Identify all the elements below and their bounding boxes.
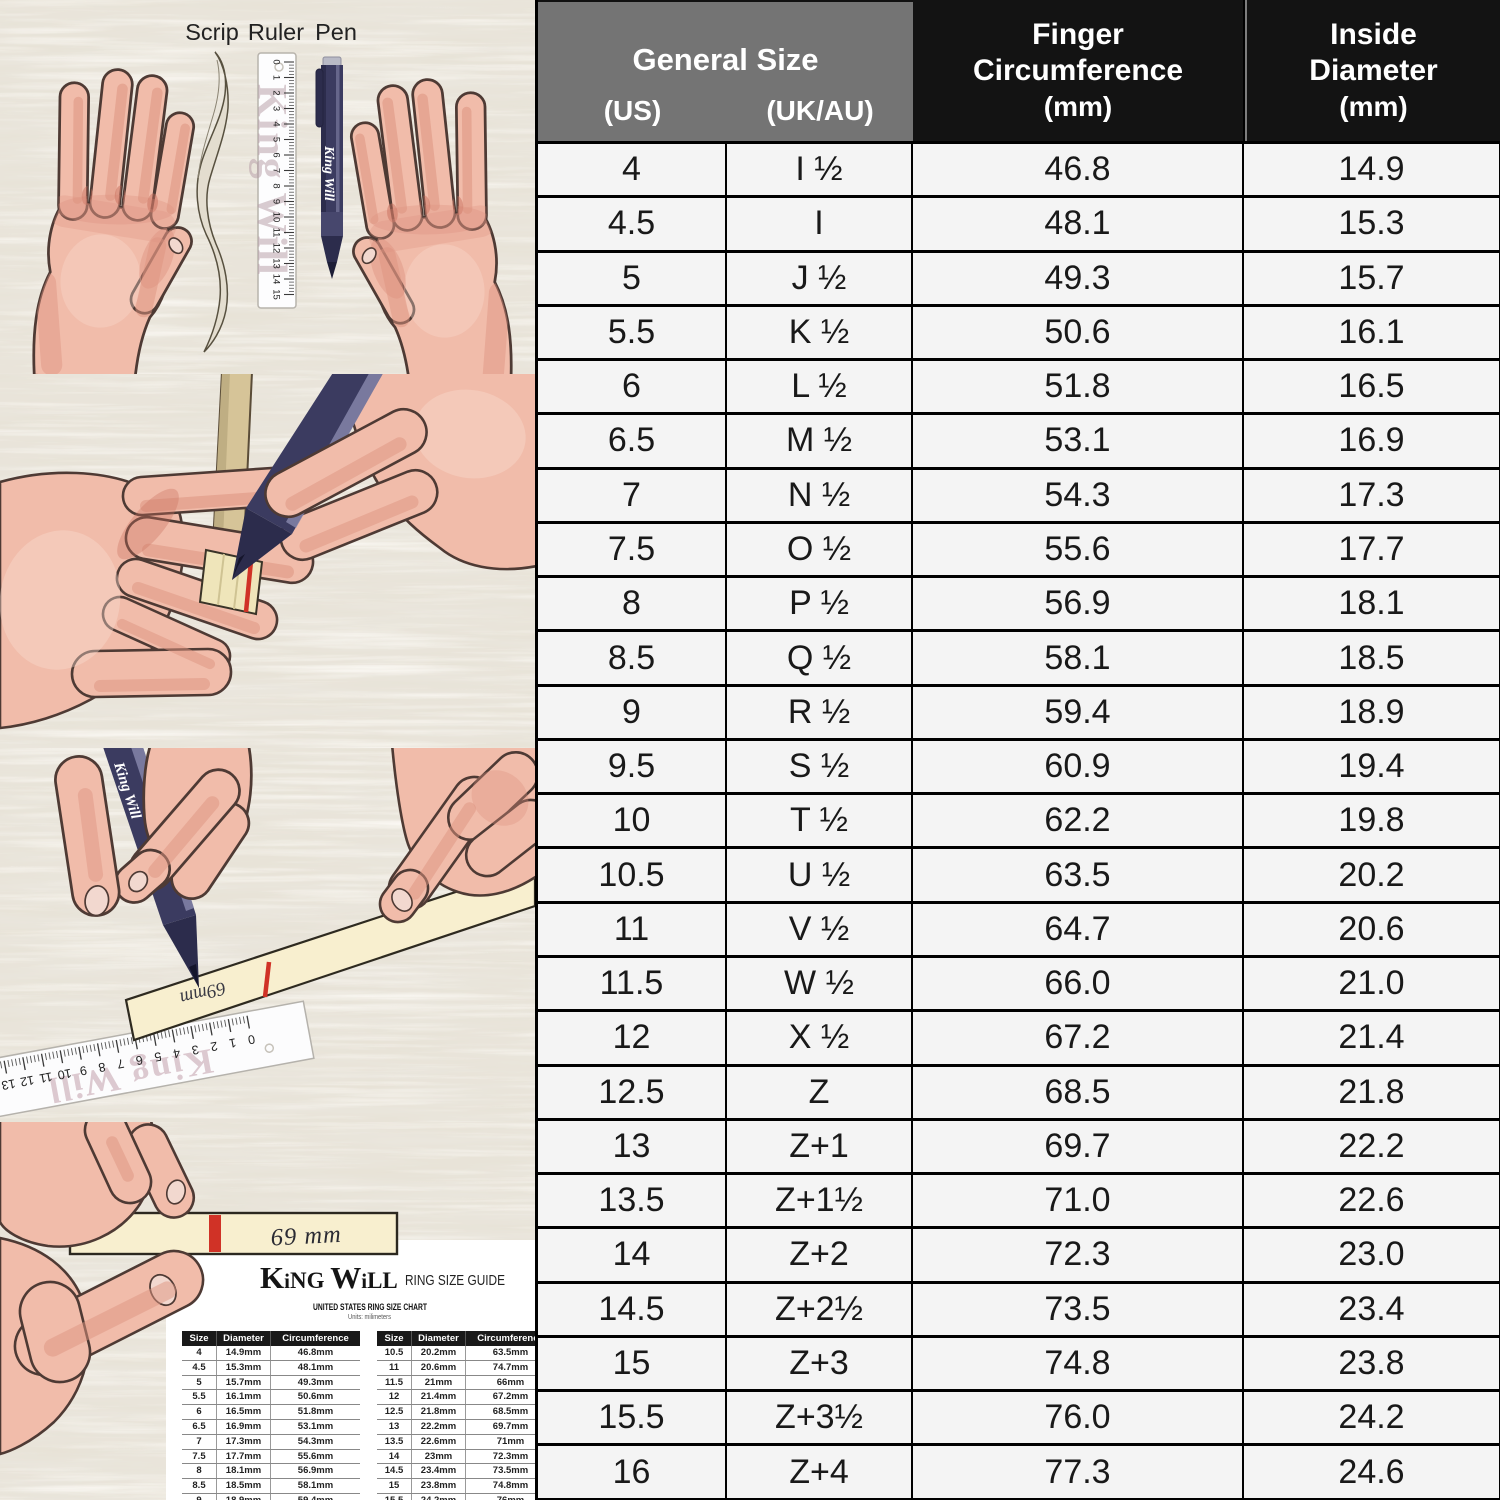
svg-text:3: 3 — [191, 1042, 200, 1057]
svg-text:15: 15 — [271, 289, 282, 300]
svg-text:0: 0 — [271, 59, 282, 64]
svg-text:Units: milimeters: Units: milimeters — [348, 1312, 391, 1321]
svg-text:6: 6 — [271, 152, 282, 157]
svg-text:4: 4 — [271, 121, 282, 126]
svg-text:13: 13 — [0, 1076, 16, 1092]
svg-text:69 mm: 69 mm — [270, 1221, 342, 1252]
svg-text:6: 6 — [135, 1053, 144, 1068]
svg-text:11: 11 — [38, 1069, 53, 1085]
svg-text:Ruler: Ruler — [248, 19, 304, 45]
svg-text:8: 8 — [271, 183, 282, 188]
svg-text:KiNG WiLL: KiNG WiLL — [260, 1260, 398, 1295]
svg-text:0: 0 — [247, 1032, 256, 1047]
svg-text:9: 9 — [271, 199, 282, 204]
svg-text:7: 7 — [116, 1056, 125, 1071]
svg-text:14: 14 — [271, 274, 282, 285]
svg-text:King Will: King Will — [248, 84, 294, 277]
svg-text:2: 2 — [209, 1039, 218, 1054]
svg-text:9: 9 — [79, 1063, 88, 1078]
svg-text:8: 8 — [97, 1059, 106, 1074]
svg-text:2: 2 — [271, 90, 282, 95]
svg-text:3: 3 — [271, 106, 282, 111]
svg-text:RING SIZE GUIDE: RING SIZE GUIDE — [405, 1273, 505, 1289]
svg-text:1: 1 — [228, 1035, 237, 1050]
svg-text:10: 10 — [56, 1066, 72, 1082]
svg-text:King Will: King Will — [321, 145, 336, 201]
svg-text:5: 5 — [271, 137, 282, 142]
svg-text:10: 10 — [271, 212, 282, 223]
svg-text:13: 13 — [271, 258, 282, 269]
svg-text:UNITED STATES RING SIZE CHART: UNITED STATES RING SIZE CHART — [313, 1302, 427, 1313]
svg-text:7: 7 — [271, 168, 282, 173]
svg-text:Scrip: Scrip — [185, 19, 239, 45]
svg-text:5: 5 — [153, 1049, 162, 1064]
svg-text:12: 12 — [19, 1073, 35, 1089]
svg-text:11: 11 — [271, 228, 282, 238]
svg-text:12: 12 — [271, 243, 282, 254]
svg-text:1: 1 — [271, 75, 282, 80]
svg-text:4: 4 — [172, 1046, 181, 1061]
svg-text:Pen: Pen — [315, 19, 357, 45]
